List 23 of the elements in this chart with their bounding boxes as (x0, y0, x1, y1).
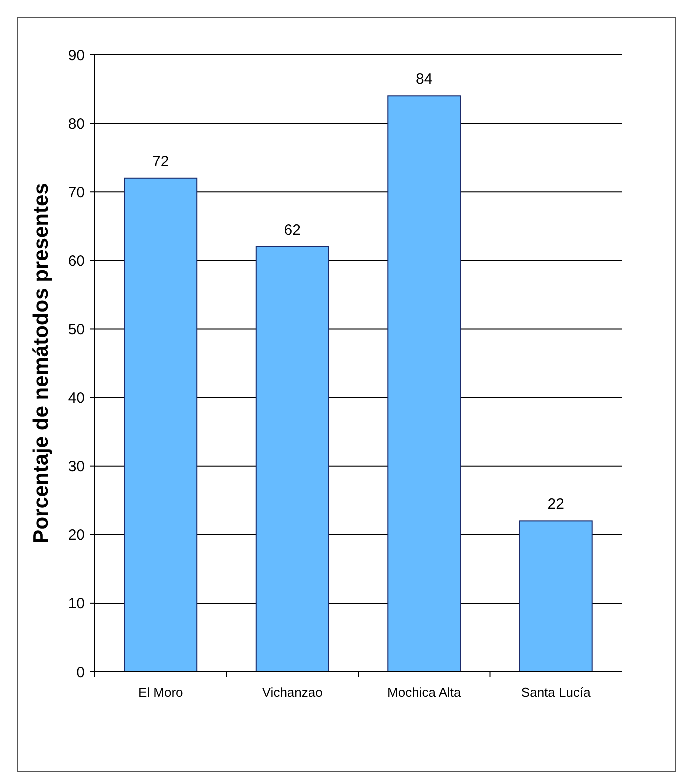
y-tick-label: 20 (68, 527, 85, 544)
y-tick-label: 90 (68, 47, 85, 64)
bar (256, 246, 330, 672)
y-tick-label: 0 (76, 664, 85, 682)
data-label: 22 (548, 496, 564, 514)
y-axis-title: Porcentaje de nemátodos presentes (30, 183, 53, 544)
bar (519, 520, 593, 672)
y-tick-label: 60 (68, 252, 85, 270)
y-tick-label: 40 (68, 390, 85, 408)
x-tick-label: El Moro (138, 685, 184, 700)
y-tick-label: 50 (68, 321, 85, 338)
x-tick-label: Mochica Alta (388, 685, 462, 700)
data-label: 84 (416, 71, 433, 88)
data-label: 62 (284, 222, 301, 239)
x-tick-label: Santa Lucía (521, 685, 592, 700)
y-tick-label: 80 (68, 116, 85, 133)
data-label: 72 (152, 153, 170, 170)
y-tick-label: 70 (68, 184, 85, 202)
y-tick-label: 30 (68, 458, 85, 476)
bar (388, 96, 462, 672)
bar (124, 178, 198, 672)
x-tick-label: Vichanzao (262, 685, 323, 700)
y-tick-label: 10 (68, 596, 85, 613)
